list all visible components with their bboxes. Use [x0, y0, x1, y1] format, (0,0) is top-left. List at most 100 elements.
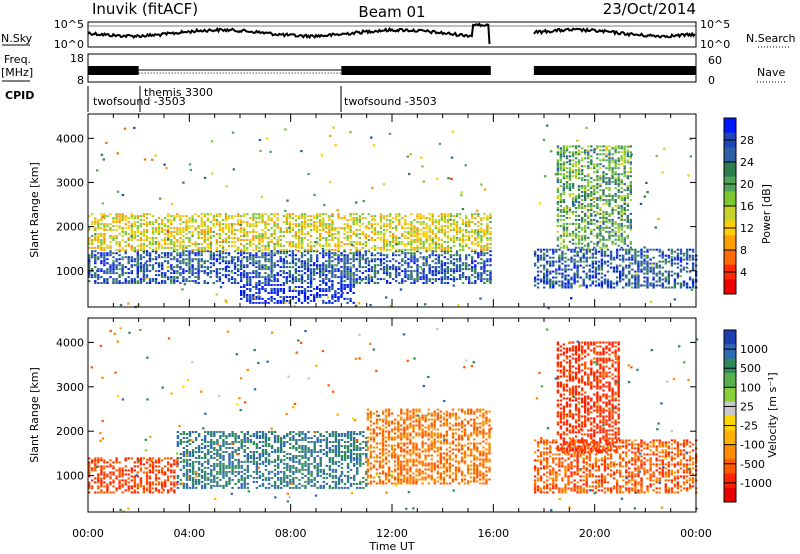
echo-cell-3309	[615, 256, 619, 259]
echo-cell-320	[182, 258, 185, 261]
echo-cell-741	[309, 278, 313, 281]
echo-cell-1353	[88, 237, 91, 239]
echo-cell-3168	[576, 260, 579, 263]
echo-cell-760	[313, 250, 316, 253]
echo-cell-3046	[546, 270, 549, 273]
echo-cell-465	[227, 260, 231, 263]
echo-cell-2091	[297, 241, 301, 243]
echo-cell-2245	[337, 227, 340, 230]
echo-cell-4310	[626, 203, 629, 205]
echo-cell-199	[148, 489, 152, 492]
echo-cell-3973	[593, 218, 596, 221]
echo-cell-4214	[617, 197, 620, 199]
cpid-entry-twofsound-2: twofsound -3503	[344, 95, 437, 108]
echo-cell-2595	[437, 221, 440, 224]
echo-cell-4108	[608, 238, 611, 241]
echo-cell-47	[100, 260, 103, 263]
echo-cell-3061	[549, 262, 552, 265]
echo-cell-1464	[121, 246, 124, 249]
echo-cell-4298	[623, 145, 626, 148]
echo-cell-6	[88, 473, 91, 476]
echo-cell-2308	[358, 229, 361, 231]
echo-cell-177	[139, 268, 143, 271]
echo-cell-3440	[649, 282, 652, 285]
echo-cell-88	[112, 266, 115, 269]
echo-cell-1902	[243, 239, 246, 241]
echo-cell-2226	[331, 219, 334, 222]
echo-cell-1378	[97, 241, 100, 243]
echo-cell-1275	[468, 264, 471, 267]
echo-cell-128	[124, 465, 127, 468]
echo-cell-1139	[428, 280, 431, 283]
echo-cell-4358	[461, 207, 465, 211]
echo-cell-2254	[343, 243, 346, 245]
echo-cell-1140	[428, 278, 431, 281]
echo-cell-1348	[489, 250, 492, 253]
echo-cell-3964	[590, 159, 593, 162]
echo-cell-538	[249, 252, 252, 255]
echo-cell-1795	[209, 227, 212, 230]
echo-cell-3799	[574, 207, 578, 209]
echo-cell-2825	[255, 288, 258, 290]
echo-cell-3677	[562, 226, 566, 229]
echo-cell-4220	[617, 181, 620, 184]
echo-cell-641	[279, 252, 282, 255]
echo-cell-458	[224, 252, 228, 255]
echo-cell-1671	[176, 213, 179, 216]
echo-cell-1690	[182, 235, 185, 237]
echo-cell-3108	[561, 256, 564, 259]
echo-cell-720	[303, 266, 307, 269]
echo-cell-3298	[612, 266, 616, 269]
echo-cell-418	[212, 256, 215, 259]
echo-cell-758	[313, 264, 316, 267]
echo-cell-622	[273, 266, 276, 269]
echo-cell-3446	[649, 248, 652, 251]
echo-cell-2168	[319, 244, 322, 247]
echo-cell-2304	[358, 243, 361, 245]
echo-cell-3354	[628, 258, 631, 261]
echo-cell-2292	[355, 246, 358, 249]
echo-cell-4230	[617, 147, 620, 150]
echo-cell-1284	[471, 258, 474, 261]
echo-cell-1253	[458, 254, 462, 257]
echo-cell-495	[240, 280, 243, 283]
echo-cell-275	[170, 481, 173, 484]
echo-cell-173	[139, 282, 143, 284]
echo-cell-1461	[118, 215, 121, 218]
echo-cell-654	[285, 282, 288, 284]
echo-cell-222	[151, 258, 155, 261]
echo-cell-1966	[261, 244, 264, 247]
echo-cell-3291	[609, 254, 613, 257]
echo-cell-93	[112, 252, 115, 255]
echo-cell-1512	[133, 231, 136, 233]
echo-cell-753	[313, 278, 316, 281]
echo-cell-2795	[240, 286, 243, 288]
echo-cell-2638	[449, 246, 453, 249]
echo-cell-23	[94, 276, 97, 279]
echo-cell-294	[176, 483, 179, 486]
echo-cell-1838	[224, 241, 228, 243]
echo-cell-3786	[571, 151, 575, 154]
echo-cell-3944	[590, 228, 593, 231]
echo-cell-2940	[322, 299, 325, 302]
echo-cell-3543	[679, 286, 683, 289]
echo-cell-54	[103, 272, 106, 275]
echo-cell-779	[322, 282, 325, 284]
echo-cell-3684	[562, 207, 566, 209]
echo-cell-1944	[255, 246, 258, 249]
echo-cell-3132	[567, 264, 570, 267]
echo-cell-4332	[629, 224, 632, 227]
echo-cell-1796	[209, 221, 212, 224]
echo-cell-1332	[486, 270, 489, 273]
echo-cell-694	[294, 258, 298, 261]
echo-cell-4289	[623, 165, 626, 168]
echo-cell-558	[255, 252, 258, 255]
echo-cell-4427	[332, 253, 336, 256]
echo-cell-87	[112, 268, 115, 271]
echo-cell-2307	[358, 233, 361, 235]
echo-cell-3392	[637, 270, 640, 273]
echo-cell-1646	[170, 223, 173, 226]
freq-series	[88, 66, 696, 75]
echo-cell-1088	[410, 252, 413, 255]
echo-cell-2373	[379, 213, 383, 216]
